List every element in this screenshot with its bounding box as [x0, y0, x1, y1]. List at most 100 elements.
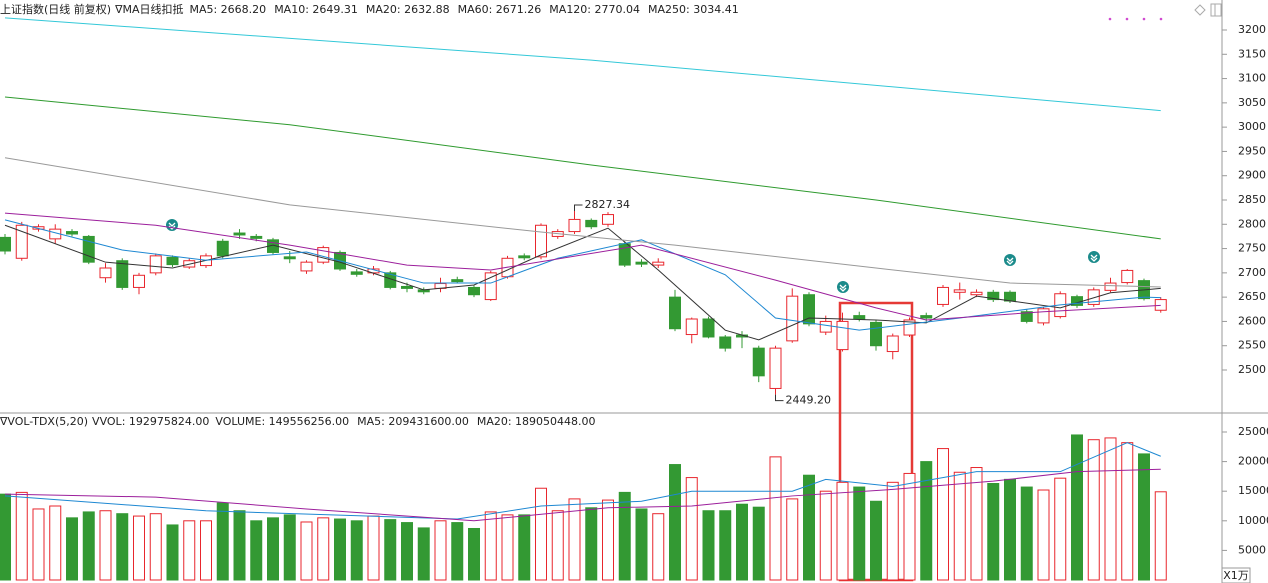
candle-body [1121, 269, 1134, 284]
y-tick-label: 3150 [1238, 47, 1266, 60]
candle-body [886, 335, 899, 353]
candle-body [702, 318, 715, 338]
candle-body [116, 260, 129, 288]
candle-body [1154, 299, 1167, 311]
ma-line [4, 442, 1161, 520]
candle-body [1004, 291, 1016, 302]
volume-bar [1037, 489, 1050, 581]
candle-body [468, 286, 480, 296]
legend-entry: MA5: 209431600.00 [357, 415, 469, 428]
volume-bar [0, 493, 11, 581]
legend-entry: MA20: 2632.88 [366, 3, 450, 16]
candle-body [953, 289, 966, 293]
volume-bar [1004, 478, 1016, 581]
candle-body [283, 256, 296, 260]
candle-body [15, 224, 28, 259]
volume-bar [166, 524, 179, 581]
candle-body [484, 272, 497, 301]
window-icons[interactable] [1194, 3, 1222, 17]
volume-bar [384, 519, 397, 581]
volume-bar [183, 520, 196, 581]
candle-body [602, 214, 614, 225]
y-tick-label: 2650 [1238, 290, 1266, 303]
y-tick-label: 15000 [1238, 484, 1268, 497]
volume-bar [568, 498, 581, 581]
y-tick-label: 2500 [1238, 363, 1266, 376]
ma-line [4, 212, 1161, 321]
candle-body [987, 291, 1000, 301]
candle-body [585, 219, 598, 228]
candle-body [82, 235, 95, 263]
volume-bar [401, 522, 413, 581]
volume-bar [853, 486, 866, 581]
volume-bar [819, 490, 832, 581]
ma-line [4, 17, 1161, 112]
ma-line [4, 468, 1161, 522]
legend-entry: MA250: 3034.41 [648, 3, 739, 16]
volume-bar [903, 472, 916, 581]
volume-bar [836, 481, 849, 581]
volume-bar [484, 511, 497, 581]
volume-bar [535, 487, 547, 581]
volume-bar [970, 467, 983, 581]
volume-bar [635, 508, 648, 581]
y-tick-label: 3050 [1238, 96, 1266, 109]
volume-bar [350, 520, 363, 581]
ma-line [4, 96, 1161, 240]
y-tick-label: 3200 [1238, 23, 1266, 36]
volume-bar [501, 514, 514, 581]
volume-bar [937, 448, 949, 581]
legend-entry: VOLUME: 149556256.00 [215, 415, 349, 428]
volume-bar [1121, 442, 1134, 581]
volume-bar [267, 517, 279, 581]
y-tick-label: 3000 [1238, 120, 1266, 133]
candle-body [250, 235, 263, 239]
candle-body [133, 274, 145, 288]
volume-bar [1138, 453, 1150, 581]
ma-line [4, 219, 1161, 331]
volume-bar [803, 474, 815, 581]
candle-body [635, 261, 648, 265]
volume-bar [585, 507, 598, 581]
candle-body [786, 295, 799, 342]
candle-body [1087, 289, 1100, 305]
y-tick-label: 2950 [1238, 144, 1266, 157]
candle-body [669, 296, 681, 330]
legend-entry: MA60: 2671.26 [458, 3, 542, 16]
volume-bar [618, 491, 631, 581]
candle-body [970, 291, 983, 296]
candle-body [752, 347, 765, 377]
volume-bar [602, 499, 614, 581]
y-tick-label: 2700 [1238, 266, 1266, 279]
candle-body [66, 231, 78, 235]
annotation: 2827.34 [585, 198, 631, 211]
signal-markers [166, 219, 1100, 293]
volume-bar [250, 520, 263, 581]
candle-body [769, 347, 782, 389]
annotation: 2449.20 [786, 394, 832, 407]
candle-body [836, 320, 849, 351]
volume-bar [451, 522, 464, 581]
candle-body [937, 286, 949, 305]
volume-bar [953, 471, 966, 581]
legend-entry: ∇VOL-TDX(5,20) [0, 415, 88, 428]
volume-bar [769, 456, 782, 581]
candle-body [652, 261, 665, 266]
ma-line [4, 224, 1161, 341]
volume-bar [133, 515, 145, 581]
candle-body [535, 224, 547, 258]
candle-body [903, 319, 916, 336]
candle-body [1104, 282, 1117, 291]
volume-bar [417, 527, 430, 581]
y-tick-label: 2800 [1238, 217, 1266, 230]
y-tick-label: 2550 [1238, 339, 1266, 352]
legend-entry: MA10: 2649.31 [274, 3, 358, 16]
volume-bar [1054, 477, 1067, 581]
volume-bar [334, 518, 346, 581]
volume-bar [752, 506, 765, 581]
legend-entry: 上证指数(日线 前复权) [0, 2, 111, 16]
volume-bar [367, 515, 380, 581]
candle-body [216, 240, 229, 257]
volume-bar [49, 505, 62, 581]
